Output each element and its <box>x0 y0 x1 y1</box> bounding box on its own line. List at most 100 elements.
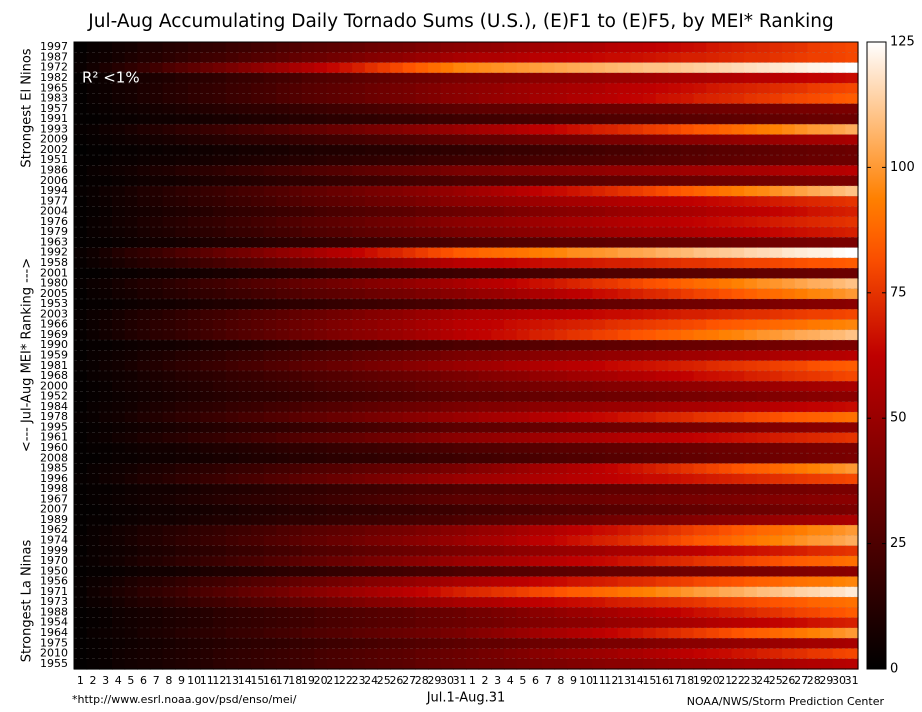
heatmap-cell <box>769 483 783 495</box>
heatmap-cell <box>314 545 328 557</box>
heatmap-cell <box>643 504 657 516</box>
heatmap-cell <box>352 453 366 465</box>
heatmap-cell <box>149 144 164 156</box>
heatmap-cell <box>706 227 720 238</box>
heatmap-cell <box>794 648 809 660</box>
heatmap-cell <box>820 175 834 187</box>
heatmap-cell <box>187 566 202 578</box>
heatmap-cell <box>693 144 707 156</box>
heatmap-cell <box>251 93 265 105</box>
heatmap-cell <box>769 381 783 393</box>
heatmap-cell <box>617 648 631 660</box>
heatmap-cell <box>111 257 126 269</box>
heatmap-cell <box>820 555 834 567</box>
heatmap-cell <box>706 175 720 187</box>
heatmap-cell <box>187 309 202 321</box>
heatmap-cell <box>428 257 442 269</box>
x-tick-label: 2 <box>89 674 96 687</box>
heatmap-cell <box>428 576 442 588</box>
heatmap-cell <box>137 586 151 598</box>
heatmap-cell <box>99 42 113 53</box>
heatmap-cell <box>263 309 277 321</box>
heatmap-cell <box>605 617 619 629</box>
heatmap-cell <box>200 83 214 94</box>
heatmap-cell <box>794 586 809 598</box>
heatmap-cell <box>554 175 568 187</box>
heatmap-cell <box>744 360 758 372</box>
heatmap-cell <box>200 391 214 403</box>
heatmap-cell <box>769 370 783 382</box>
heatmap-cell <box>491 124 505 136</box>
heatmap-cell <box>756 278 771 290</box>
heatmap-cell <box>706 607 720 619</box>
heatmap-cell <box>301 504 315 516</box>
x-tick-label: 16 <box>263 674 277 687</box>
heatmap-cell <box>326 155 341 166</box>
heatmap-cell <box>415 483 429 495</box>
heatmap-cell <box>605 319 619 331</box>
heatmap-cell <box>288 463 303 475</box>
heatmap-cell <box>807 288 821 300</box>
heatmap-cell <box>655 340 669 351</box>
heatmap-cell <box>630 638 644 650</box>
heatmap-cell <box>769 350 783 362</box>
heatmap-cell <box>807 237 821 249</box>
heatmap-cell <box>794 617 809 629</box>
heatmap-cell <box>238 83 252 94</box>
heatmap-cell <box>541 319 556 331</box>
heatmap-cell <box>832 525 846 536</box>
heatmap-cell <box>466 42 480 53</box>
heatmap-cell <box>453 638 467 650</box>
heatmap-cell <box>415 185 429 197</box>
heatmap-cell <box>731 442 745 454</box>
heatmap-cell <box>478 124 492 136</box>
heatmap-cell <box>503 206 518 218</box>
heatmap-cell <box>238 319 252 331</box>
heatmap-cell <box>567 83 581 94</box>
heatmap-cell <box>99 514 113 526</box>
heatmap-cell <box>314 597 328 608</box>
heatmap-cell <box>820 144 834 156</box>
y-tick-label: 1960 <box>40 441 68 454</box>
heatmap-cell <box>428 196 442 208</box>
heatmap-cell <box>415 278 429 290</box>
heatmap-cell <box>428 72 442 84</box>
heatmap-cell <box>175 658 189 670</box>
heatmap-cell <box>339 391 353 403</box>
heatmap-cell <box>744 401 758 413</box>
heatmap-cell <box>643 329 657 341</box>
heatmap-cell <box>326 237 341 249</box>
heatmap-cell <box>288 257 303 269</box>
heatmap-cell <box>440 401 454 413</box>
heatmap-cell <box>655 525 669 536</box>
heatmap-cell <box>225 42 239 53</box>
heatmap-cell <box>693 309 707 321</box>
heatmap-cell <box>326 83 341 94</box>
heatmap-cell <box>680 247 695 259</box>
heatmap-cell <box>668 638 682 650</box>
heatmap-cell <box>175 453 189 465</box>
heatmap-cell <box>643 62 657 74</box>
y-tick-label: 1959 <box>40 349 68 362</box>
heatmap-cell <box>440 196 454 208</box>
heatmap-cell <box>617 586 631 598</box>
heatmap-cell <box>744 432 758 444</box>
heatmap-cell <box>845 545 859 557</box>
heatmap-cell <box>200 586 214 598</box>
heatmap-cell <box>503 42 518 53</box>
y-tick-label: 1954 <box>40 616 68 629</box>
heatmap-cell <box>466 597 480 608</box>
heatmap-cell <box>554 62 568 74</box>
heatmap-cell <box>567 607 581 619</box>
heatmap-cell <box>99 52 113 64</box>
heatmap-cell <box>225 576 239 588</box>
heatmap-cell <box>529 607 543 619</box>
heatmap-cell <box>592 340 606 351</box>
heatmap-cell <box>769 422 783 434</box>
heatmap-cell <box>364 525 379 536</box>
heatmap-cell <box>529 134 543 146</box>
heatmap-cell <box>744 638 758 650</box>
heatmap-cell <box>364 360 379 372</box>
heatmap-cell <box>529 381 543 393</box>
heatmap-cell <box>554 309 568 321</box>
